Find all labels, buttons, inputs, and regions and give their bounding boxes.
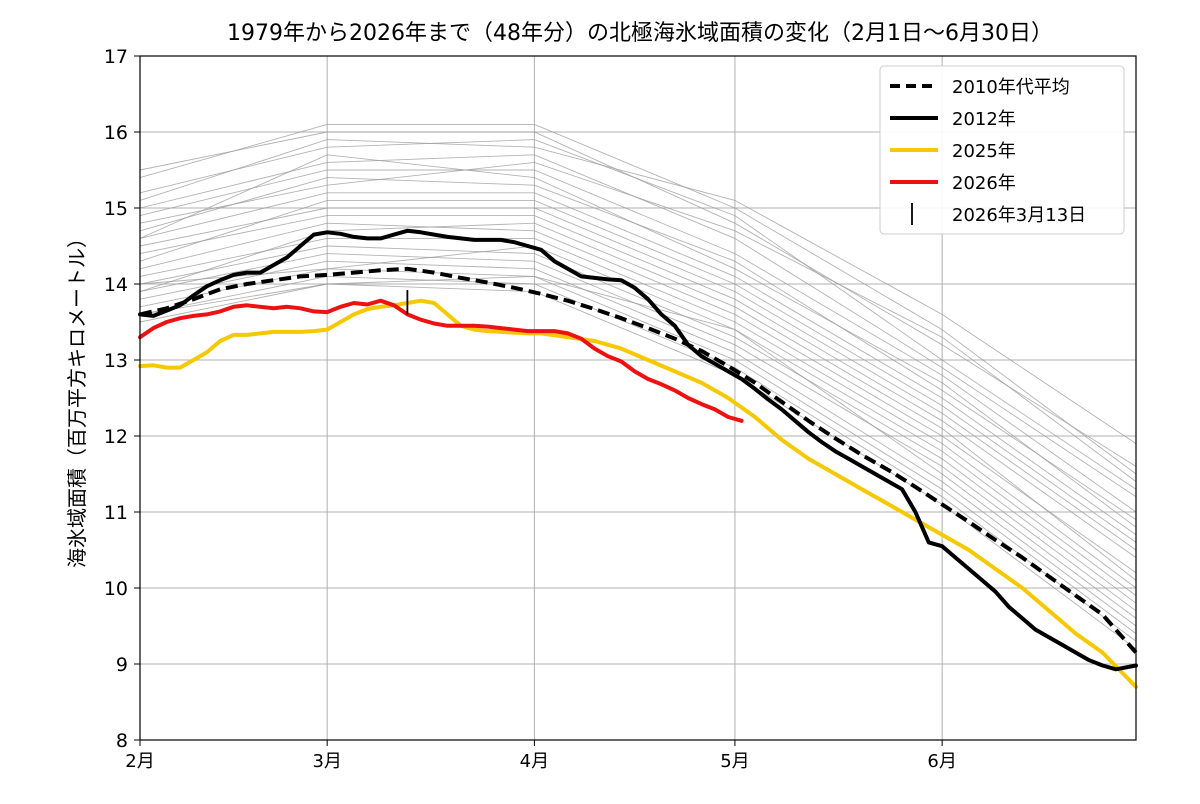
background-year-line	[139, 222, 1137, 581]
x-tick-label: 2月	[125, 751, 154, 772]
y-tick-label: 9	[116, 654, 128, 676]
background-year-line	[139, 268, 1137, 634]
background-year-line	[139, 161, 1137, 482]
legend-box	[879, 65, 1125, 235]
legend-label-avg2010s: 2010年代平均	[952, 77, 1070, 98]
series-line-y2025	[138, 298, 1138, 689]
background-year-line	[139, 222, 1137, 574]
legend-label-marker: 2026年3月13日	[952, 205, 1086, 226]
background-year-line	[139, 199, 1137, 543]
background-year-line	[139, 154, 1137, 528]
y-tick-label: 11	[104, 502, 128, 524]
background-years-layer	[139, 123, 1137, 650]
background-year-line	[139, 207, 1137, 551]
background-year-line	[139, 245, 1137, 604]
x-tick-label: 3月	[312, 751, 341, 772]
y-tick-label: 13	[104, 350, 128, 372]
background-year-line	[139, 215, 1137, 558]
legend-label-y2025: 2025年	[952, 141, 1016, 162]
y-tick-label: 17	[104, 46, 128, 68]
background-year-line	[139, 192, 1137, 536]
background-year-line	[139, 139, 1137, 490]
series-line-avg2010s	[139, 266, 1138, 654]
y-axis-label: 海氷域面積（百万平方キロメートル）	[65, 228, 89, 568]
x-tick-label: 5月	[720, 751, 749, 772]
y-tick-label: 15	[104, 198, 128, 220]
axes-layer: 8 9 10 11 12 13 14 15 16 17 2月 3月 4月 5月 6月	[104, 46, 1137, 772]
background-year-line	[139, 260, 1137, 627]
background-year-line	[139, 139, 1137, 444]
y-tick-label: 14	[104, 274, 128, 296]
y-tick-label: 12	[104, 426, 128, 448]
x-tick-label: 6月	[927, 751, 956, 772]
background-year-line	[139, 169, 1137, 513]
background-year-line	[139, 275, 1137, 596]
legend-label-y2026: 2026年	[952, 173, 1016, 194]
x-tick-label: 4月	[520, 751, 549, 772]
chart-title: 1979年から2026年まで（48年分）の北極海氷域面積の変化（2月1日〜6月3…	[227, 21, 1053, 46]
series-line-y2026	[138, 298, 744, 423]
background-year-line	[139, 283, 1137, 650]
series-line-y2012	[138, 228, 1138, 672]
y-tick-label: 8	[116, 730, 128, 752]
y-tick-label: 10	[104, 578, 128, 600]
series-layer	[138, 228, 1138, 689]
legend: 2010年代平均 2012年 2025年 2026年 2026年3月13日	[879, 65, 1125, 235]
background-year-line	[139, 275, 1137, 642]
plot-frame	[139, 55, 1137, 741]
legend-label-y2012: 2012年	[952, 109, 1016, 130]
background-year-line	[139, 123, 1137, 475]
background-year-line	[139, 237, 1137, 589]
y-tick-label: 16	[104, 122, 128, 144]
